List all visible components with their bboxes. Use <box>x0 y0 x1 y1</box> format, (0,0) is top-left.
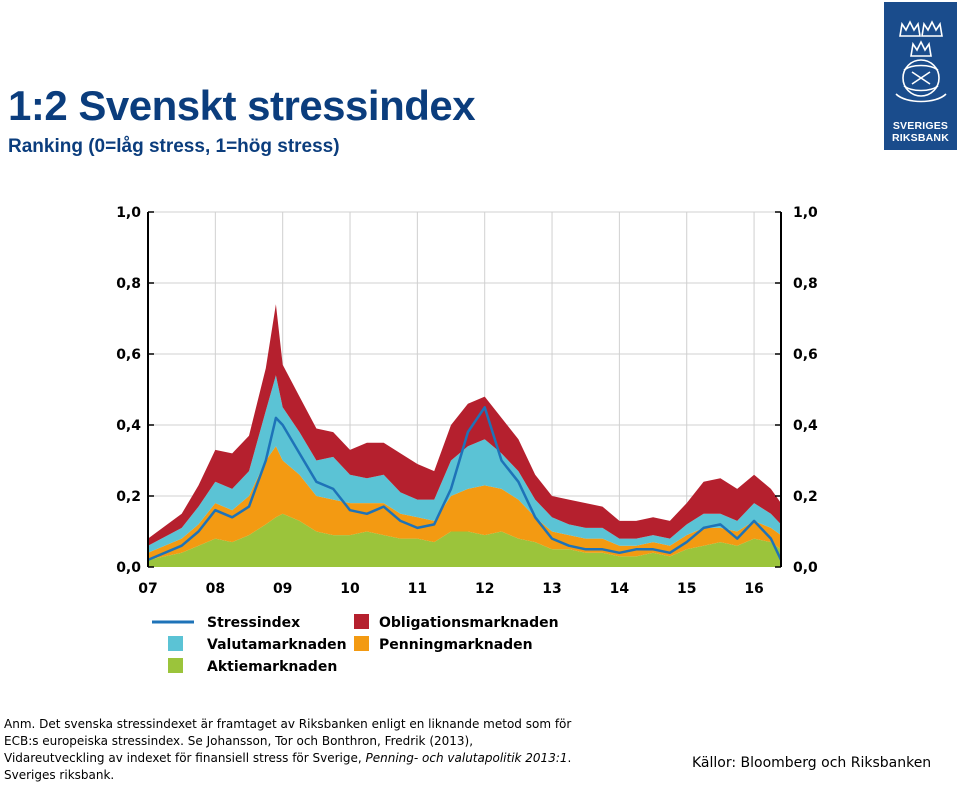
note-line-3a: Vidareutveckling av indexet för finansie… <box>4 751 366 765</box>
y-tick-label-left: 0,8 <box>116 276 141 292</box>
y-tick-label-right: 0,2 <box>793 489 818 505</box>
y-tick-label-left: 0,6 <box>116 347 141 363</box>
note-line-2: ECB:s europeiska stressindex. Se Johanss… <box>4 734 474 748</box>
y-tick-label-left: 0,0 <box>116 560 141 576</box>
chart-note: Anm. Det svenska stressindexet är framta… <box>4 716 604 784</box>
chart-lines <box>147 406 783 562</box>
line-stressindex <box>147 406 783 562</box>
area-penningmarknaden <box>148 446 781 560</box>
area-aktiemarknaden <box>148 513 781 567</box>
note-line-4: Sveriges riksbank. <box>4 768 115 782</box>
x-tick-label: 16 <box>744 581 763 597</box>
page-subtitle: Ranking (0=låg stress, 1=hög stress) <box>8 136 340 157</box>
area-valutamarknaden <box>148 375 781 553</box>
y-tick-label-left: 0,4 <box>116 418 141 434</box>
source-note: Källor: Bloomberg och Riksbanken <box>692 755 932 771</box>
riksbank-logo: SVERIGES RIKSBANK <box>884 2 957 150</box>
legend-label-stressindex: Stressindex <box>207 615 300 631</box>
x-tick-label: 08 <box>206 581 225 597</box>
x-tick-label: 13 <box>542 581 561 597</box>
legend-swatch-obligationsmarknaden <box>354 614 369 629</box>
y-tick-label-right: 0,4 <box>793 418 818 434</box>
x-tick-label: 15 <box>677 581 696 597</box>
note-line-3c: . <box>567 751 572 765</box>
legend-swatch-penningmarknaden <box>354 636 369 651</box>
legend-label-aktiemarknaden: Aktiemarknaden <box>207 659 337 675</box>
legend-swatch-valutamarknaden <box>168 636 183 651</box>
x-tick-label: 07 <box>138 581 157 597</box>
y-tick-label-left: 0,2 <box>116 489 141 505</box>
legend-label-penningmarknaden: Penningmarknaden <box>379 637 533 653</box>
x-tick-label: 12 <box>475 581 494 597</box>
logo-text-line2: RIKSBANK <box>891 132 950 144</box>
legend-swatch-aktiemarknaden <box>168 658 183 673</box>
chart-legend: Stressindex Obligationsmarknaden Valutamar… <box>152 614 559 675</box>
x-tick-label: 14 <box>610 581 630 597</box>
y-tick-label-left: 1,0 <box>116 205 141 221</box>
y-tick-label-right: 1,0 <box>793 205 818 221</box>
legend-label-valutamarknaden: Valutamarknaden <box>207 637 347 653</box>
legend-label-obligationsmarknaden: Obligationsmarknaden <box>379 615 559 631</box>
y-tick-label-right: 0,6 <box>793 347 818 363</box>
note-line-3: Vidareutveckling av indexet för finansie… <box>4 750 604 767</box>
note-line-1: Anm. Det svenska stressindexet är framta… <box>4 717 572 731</box>
y-tick-label-right: 0,8 <box>793 276 818 292</box>
chart-axes: 0,0 0,0 0,2 0,2 0,4 0,4 0,6 0,6 0,8 0,8 1,0 1,0 07 08… <box>116 205 818 597</box>
crown-emblem-icon <box>894 20 947 103</box>
stress-index-chart: 0,0 0,0 0,2 0,2 0,4 0,4 0,6 0,6 0,8 0,8 1,0 1,0 07 08… <box>116 205 818 675</box>
y-tick-label-right: 0,0 <box>793 560 818 576</box>
x-tick-label: 09 <box>273 581 292 597</box>
chart-areas <box>148 304 781 567</box>
page-title: 1:2 Svenskt stressindex <box>8 82 476 129</box>
x-tick-label: 10 <box>340 581 360 597</box>
area-obligationsmarknaden <box>148 304 781 546</box>
logo-text-line1: SVERIGES <box>892 120 949 132</box>
x-tick-label: 11 <box>408 581 427 597</box>
note-line-3-publication: Penning- och valutapolitik 2013:1 <box>365 751 568 765</box>
